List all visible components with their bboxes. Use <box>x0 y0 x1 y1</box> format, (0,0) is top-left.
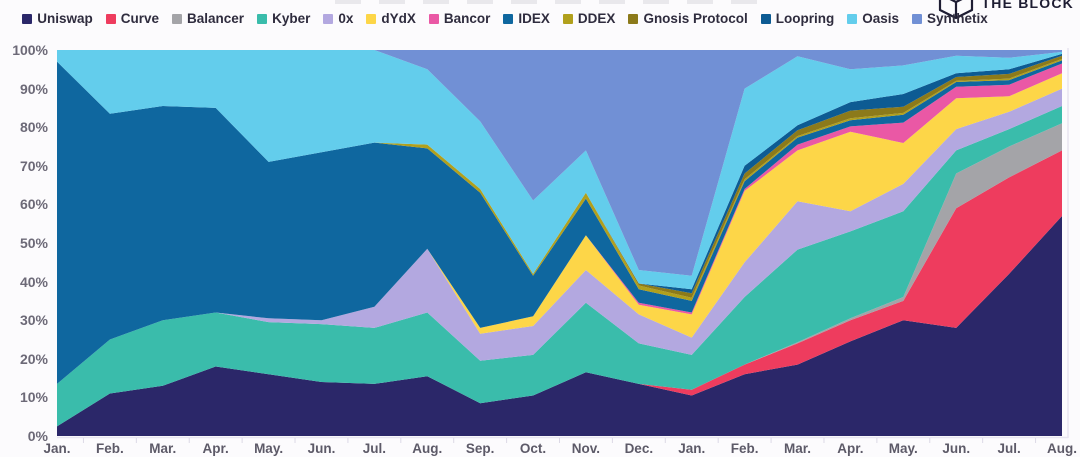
y-axis-tick-label: 30% <box>19 312 48 329</box>
x-axis-tick-label: Apr. <box>837 441 864 456</box>
area-synthetix[interactable] <box>57 50 1062 276</box>
legend-label: Balancer <box>187 11 245 26</box>
cropped-title-remnant <box>335 0 765 4</box>
x-axis-tick-label: Dec. <box>624 441 654 456</box>
legend-swatch-icon <box>760 13 771 24</box>
area-curve[interactable] <box>57 150 1062 427</box>
legend-swatch-icon <box>323 13 334 24</box>
area-idex[interactable] <box>57 60 1062 384</box>
legend-label: IDEX <box>518 11 550 26</box>
x-axis-tick-label: May. <box>888 441 918 456</box>
y-axis-tick-label: 90% <box>19 80 48 97</box>
legend-label: Bancor <box>443 11 491 26</box>
area-oasis[interactable] <box>57 50 1062 290</box>
x-axis-tick-label: Sep. <box>465 441 495 456</box>
y-axis-tick-label: 0% <box>27 428 48 444</box>
legend-label: Oasis <box>862 11 899 26</box>
legend-item-bancor[interactable]: Bancor <box>428 11 491 26</box>
area-uniswap[interactable] <box>57 216 1062 436</box>
legend-label: Kyber <box>272 11 311 26</box>
x-axis-tick-label: Nov. <box>571 441 601 456</box>
legend-swatch-icon <box>366 13 377 24</box>
legend-item-oasis[interactable]: Oasis <box>847 11 899 26</box>
x-axis-tick-label: Mar. <box>149 441 177 456</box>
y-axis-tick-label: 100% <box>12 42 48 58</box>
legend-swatch-icon <box>911 13 922 24</box>
chart-legend: Uniswap Curve Balancer Kyber 0x dYdX Bancor IDE… <box>0 11 1010 26</box>
area-dydx[interactable] <box>57 73 1062 384</box>
legend-item-idex[interactable]: IDEX <box>503 11 550 26</box>
legend-item-balancer[interactable]: Balancer <box>172 11 244 26</box>
legend-swatch-icon <box>22 13 33 24</box>
area-gnosis-protocol[interactable] <box>57 55 1062 298</box>
x-axis-tick-label: Jul. <box>997 441 1021 456</box>
legend-item-0x[interactable]: 0x <box>323 11 353 26</box>
legend-item-dydx[interactable]: dYdX <box>366 11 416 26</box>
x-axis-tick-label: Jun. <box>307 441 336 456</box>
x-axis-tick-label: Feb. <box>730 441 759 456</box>
legend-item-loopring[interactable]: Loopring <box>760 11 835 26</box>
x-axis-tick-label: Jun. <box>942 441 971 456</box>
x-axis-tick-label: Aug. <box>1047 441 1077 456</box>
y-axis-tick-label: 10% <box>19 389 48 406</box>
y-axis-tick-label: 20% <box>19 350 48 367</box>
legend-item-gnosis-protocol[interactable]: Gnosis Protocol <box>628 11 748 26</box>
x-axis-tick-label: Aug. <box>412 441 443 456</box>
legend-item-synthetix[interactable]: Synthetix <box>911 11 988 26</box>
legend-swatch-icon <box>428 13 439 24</box>
x-axis-tick-label: Jul. <box>362 441 386 456</box>
legend-item-kyber[interactable]: Kyber <box>257 11 310 26</box>
area-kyber[interactable] <box>57 106 1062 427</box>
legend-swatch-icon <box>562 13 573 24</box>
legend-swatch-icon <box>257 13 268 24</box>
x-axis-tick-label: Feb. <box>96 441 124 456</box>
legend-swatch-icon <box>172 13 183 24</box>
legend-swatch-icon <box>105 13 116 24</box>
area-0x[interactable] <box>57 88 1062 384</box>
legend-item-curve[interactable]: Curve <box>105 11 160 26</box>
area-bancor[interactable] <box>57 63 1062 384</box>
y-axis-tick-label: 50% <box>19 235 48 251</box>
y-axis-tick-label: 60% <box>19 196 48 213</box>
legend-label: Synthetix <box>926 11 988 26</box>
legend-label: Gnosis Protocol <box>643 11 748 26</box>
legend-item-uniswap[interactable]: Uniswap <box>22 11 93 26</box>
legend-swatch-icon <box>503 13 514 24</box>
legend-label: Loopring <box>775 11 835 26</box>
legend-swatch-icon <box>628 13 639 24</box>
legend-label: Curve <box>120 11 160 26</box>
legend-swatch-icon <box>847 13 858 24</box>
y-axis-tick-label: 70% <box>19 157 48 174</box>
x-axis-tick-label: Jan. <box>43 441 71 456</box>
y-axis-tick-label: 40% <box>19 273 48 290</box>
y-axis-tick-label: 80% <box>19 119 48 136</box>
legend-label: 0x <box>338 11 354 26</box>
the-block-logo: THE BLOCK <box>936 0 1074 20</box>
legend-item-ddex[interactable]: DDEX <box>562 11 616 26</box>
x-axis-tick-label: Apr. <box>202 441 229 456</box>
the-block-logo-text: THE BLOCK <box>981 0 1074 11</box>
x-axis-tick-label: Mar. <box>784 441 812 456</box>
legend-label: DDEX <box>577 11 616 26</box>
legend-label: Uniswap <box>37 11 93 26</box>
x-axis-tick-label: Oct. <box>519 441 547 456</box>
x-axis-tick-label: May. <box>254 441 284 456</box>
legend-label: dYdX <box>381 11 416 26</box>
the-block-cube-icon <box>938 0 973 20</box>
x-axis-tick-label: Jan. <box>678 441 706 456</box>
